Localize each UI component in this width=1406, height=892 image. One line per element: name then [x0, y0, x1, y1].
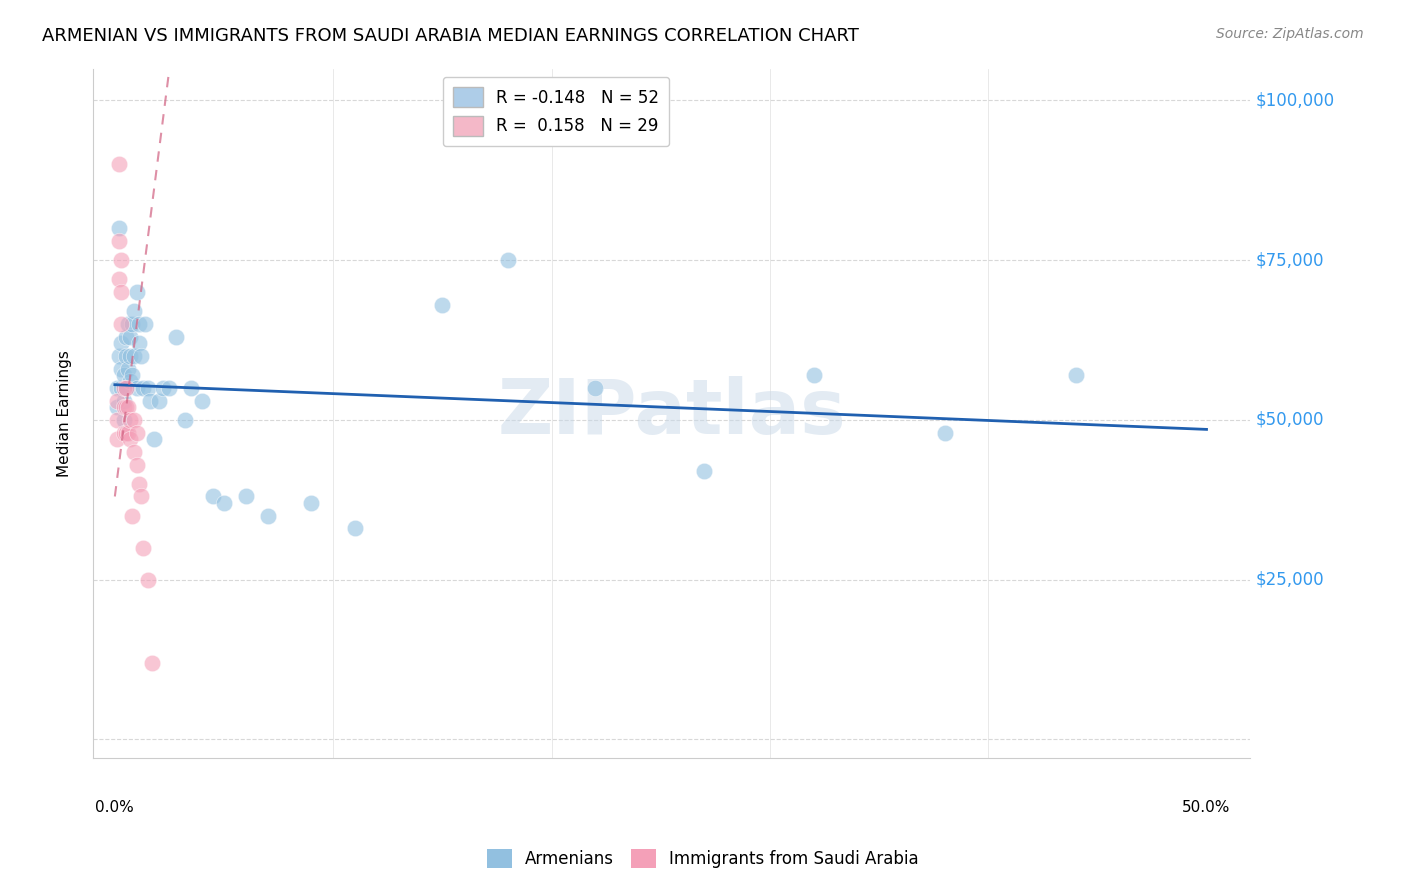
Point	[173, 413, 195, 427]
Text: $75,000: $75,000	[1256, 252, 1324, 269]
Point	[129, 349, 152, 363]
Point	[125, 285, 148, 299]
Point	[117, 425, 139, 440]
Legend: R = -0.148   N = 52, R =  0.158   N = 29: R = -0.148 N = 52, R = 0.158 N = 29	[443, 77, 669, 146]
Point	[212, 496, 235, 510]
Point	[108, 234, 131, 248]
Point	[117, 361, 139, 376]
Point	[125, 425, 148, 440]
Point	[124, 349, 146, 363]
Point	[114, 349, 136, 363]
Point	[108, 272, 131, 286]
Point	[114, 381, 136, 395]
Legend: Armenians, Immigrants from Saudi Arabia: Armenians, Immigrants from Saudi Arabia	[481, 843, 925, 875]
Point	[693, 464, 716, 478]
Point	[299, 496, 322, 510]
Point	[1064, 368, 1087, 383]
Point	[112, 400, 135, 414]
Point	[143, 432, 166, 446]
Point	[120, 413, 142, 427]
Point	[124, 304, 146, 318]
Point	[114, 330, 136, 344]
Point	[256, 508, 278, 523]
Point	[132, 541, 155, 555]
Point	[139, 393, 162, 408]
Point	[114, 425, 136, 440]
Point	[148, 393, 170, 408]
Point	[202, 490, 225, 504]
Text: 50.0%: 50.0%	[1182, 800, 1230, 814]
Point	[110, 285, 132, 299]
Point	[110, 336, 132, 351]
Point	[132, 381, 155, 395]
Point	[128, 336, 150, 351]
Point	[934, 425, 956, 440]
Point	[152, 381, 174, 395]
Point	[134, 317, 156, 331]
Point	[129, 490, 152, 504]
Point	[235, 490, 257, 504]
Point	[583, 381, 606, 395]
Text: ARMENIAN VS IMMIGRANTS FROM SAUDI ARABIA MEDIAN EARNINGS CORRELATION CHART: ARMENIAN VS IMMIGRANTS FROM SAUDI ARABIA…	[42, 27, 859, 45]
Point	[105, 381, 128, 395]
Point	[121, 368, 143, 383]
Point	[112, 413, 135, 427]
Point	[112, 368, 135, 383]
Point	[165, 330, 187, 344]
Point	[112, 381, 135, 395]
Text: $50,000: $50,000	[1256, 411, 1324, 429]
Text: ZIPatlas: ZIPatlas	[498, 376, 846, 450]
Point	[124, 413, 146, 427]
Point	[141, 656, 163, 670]
Point	[121, 508, 143, 523]
Point	[120, 330, 142, 344]
Point	[105, 393, 128, 408]
Text: $100,000: $100,000	[1256, 92, 1336, 110]
Point	[112, 393, 135, 408]
Text: Source: ZipAtlas.com: Source: ZipAtlas.com	[1216, 27, 1364, 41]
Point	[105, 432, 128, 446]
Point	[159, 381, 181, 395]
Point	[120, 432, 142, 446]
Point	[136, 573, 159, 587]
Point	[128, 317, 150, 331]
Point	[114, 400, 136, 414]
Point	[117, 400, 139, 414]
Point	[191, 393, 214, 408]
Point	[105, 400, 128, 414]
Point	[343, 521, 366, 535]
Point	[432, 298, 454, 312]
Point	[125, 381, 148, 395]
Point	[120, 349, 142, 363]
Point	[117, 317, 139, 331]
Point	[110, 317, 132, 331]
Point	[496, 253, 519, 268]
Text: 0.0%: 0.0%	[96, 800, 134, 814]
Y-axis label: Median Earnings: Median Earnings	[58, 350, 72, 477]
Point	[114, 381, 136, 395]
Point	[136, 381, 159, 395]
Point	[121, 317, 143, 331]
Point	[110, 361, 132, 376]
Point	[105, 413, 128, 427]
Point	[110, 381, 132, 395]
Point	[128, 476, 150, 491]
Point	[108, 221, 131, 235]
Point	[180, 381, 202, 395]
Point	[125, 458, 148, 472]
Text: $25,000: $25,000	[1256, 571, 1324, 589]
Point	[108, 157, 131, 171]
Point	[120, 375, 142, 389]
Point	[112, 425, 135, 440]
Point	[124, 444, 146, 458]
Point	[110, 253, 132, 268]
Point	[803, 368, 825, 383]
Point	[108, 349, 131, 363]
